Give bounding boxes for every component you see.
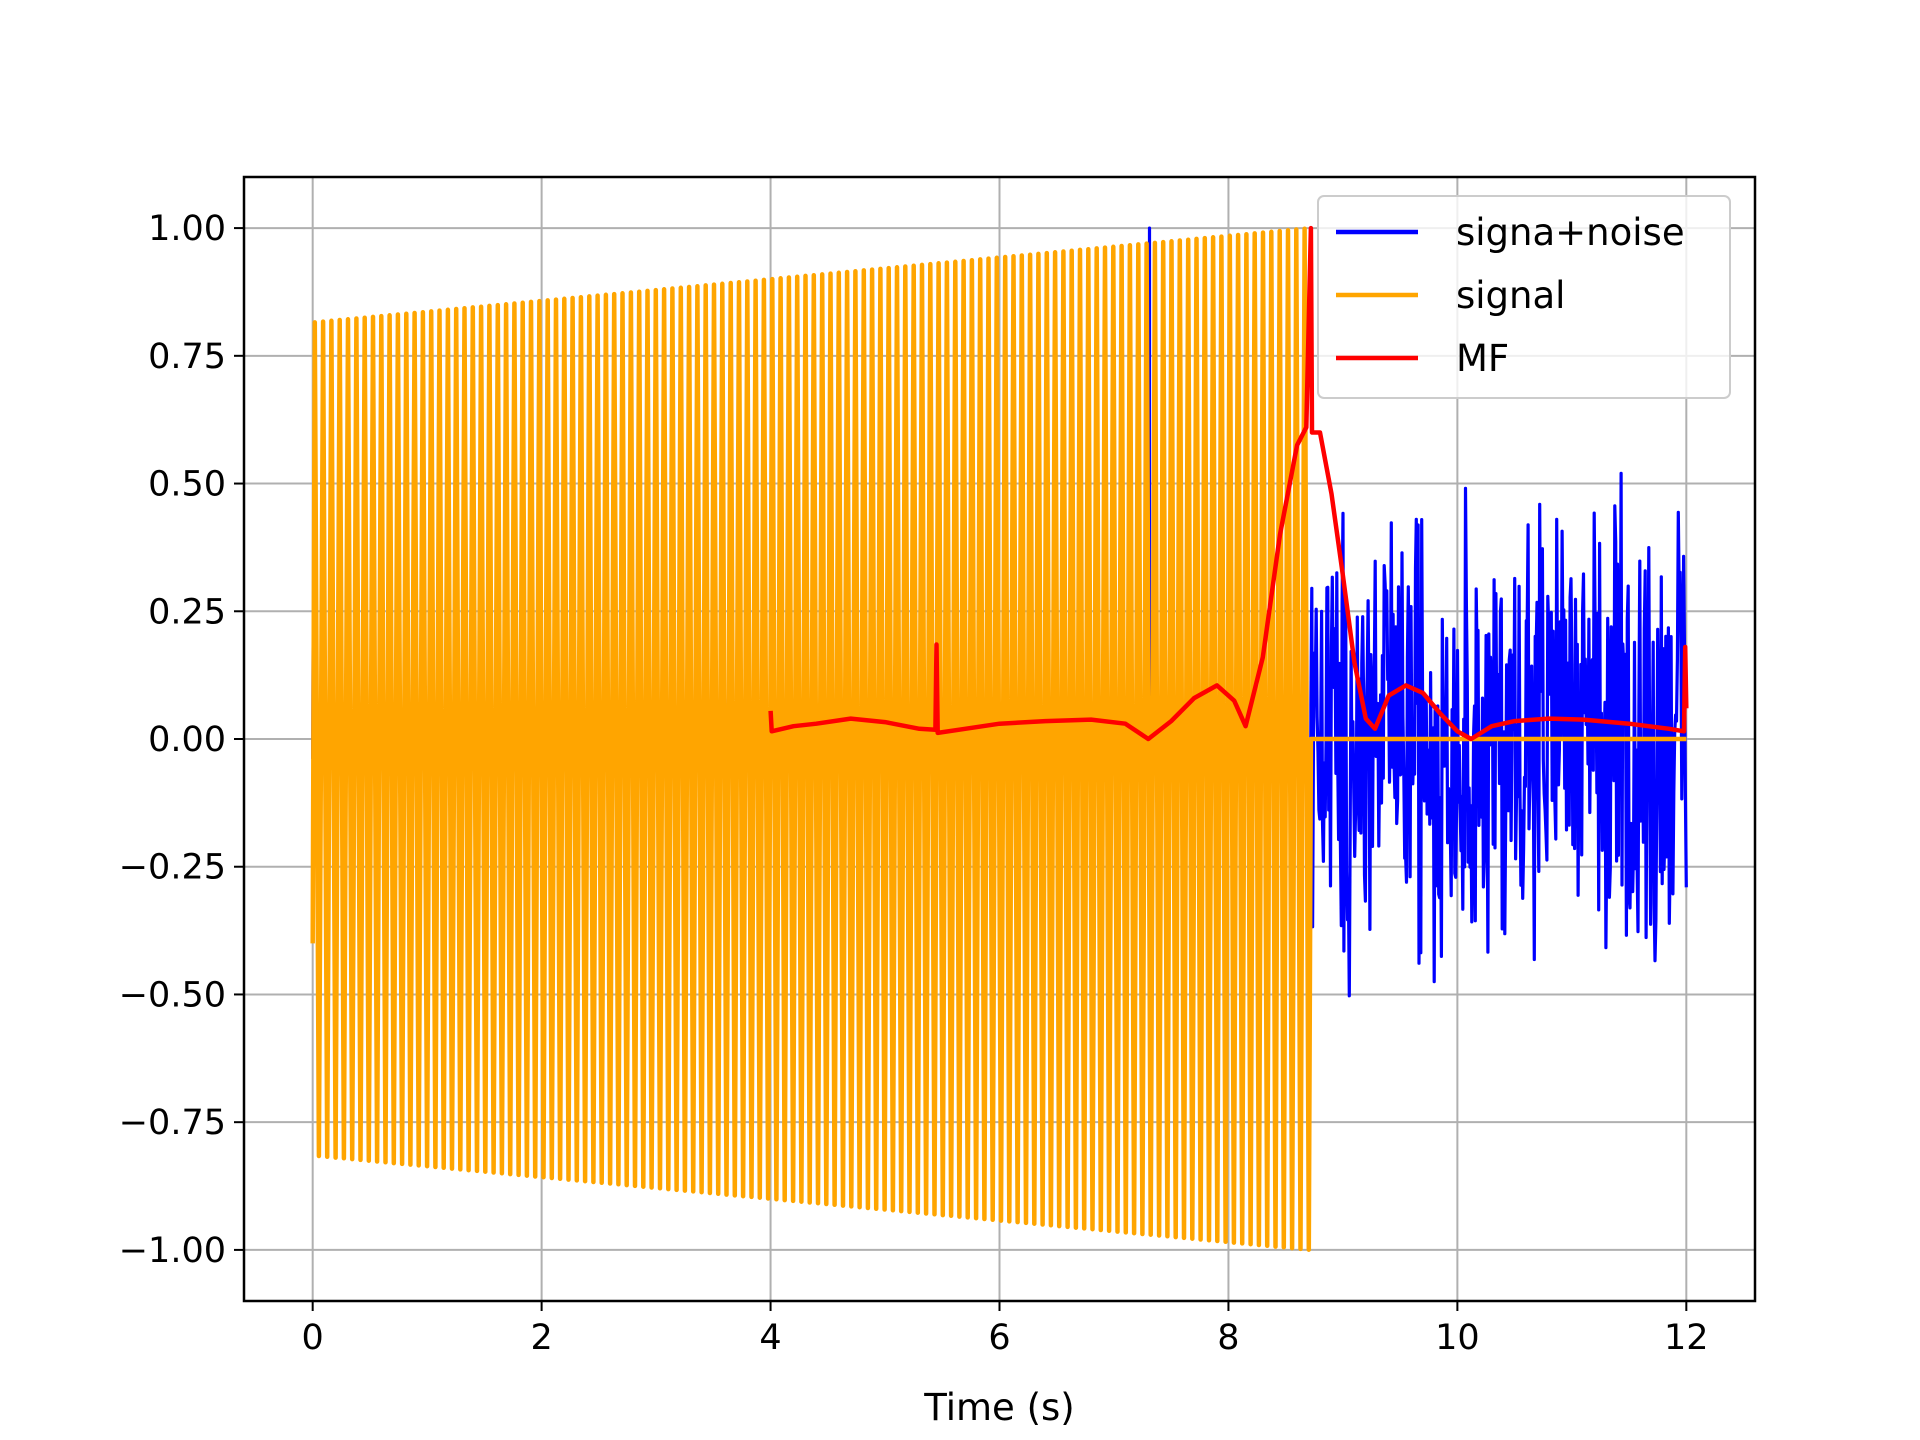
y-tick-label: −0.50 bbox=[119, 975, 226, 1015]
y-tick-label: −1.00 bbox=[119, 1231, 226, 1271]
legend-frame bbox=[1317, 195, 1731, 399]
legend-label: signa+noise bbox=[1456, 211, 1685, 254]
x-tick-label: 6 bbox=[988, 1318, 1010, 1358]
legend-label: signal bbox=[1456, 274, 1565, 317]
y-tick-label: 0.50 bbox=[148, 465, 226, 505]
series-signal-line bbox=[310, 226, 1687, 1252]
axis-ticks: 0 2 4 6 8 10 12 1.00 0.75 0.50 0.25 0.00 −0.25 −0.50 −… bbox=[119, 209, 1709, 1358]
y-tick-label: −0.25 bbox=[119, 848, 226, 888]
y-tick-label: −0.75 bbox=[119, 1103, 226, 1143]
y-tick-label: 1.00 bbox=[148, 209, 226, 249]
y-tick-label: 0.75 bbox=[148, 337, 226, 377]
x-tick-label: 8 bbox=[1217, 1318, 1239, 1358]
plot-data bbox=[310, 225, 1689, 1252]
x-axis-label: Time (s) bbox=[923, 1386, 1074, 1429]
legend: signa+noise signal MF bbox=[1317, 195, 1731, 399]
x-tick-label: 0 bbox=[302, 1318, 324, 1358]
x-tick-label: 4 bbox=[759, 1318, 781, 1358]
legend-label: MF bbox=[1456, 337, 1509, 380]
x-tick-label: 2 bbox=[530, 1318, 552, 1358]
series-mf-line bbox=[768, 225, 1689, 742]
y-tick-label: 0.25 bbox=[148, 592, 226, 632]
x-tick-label: 10 bbox=[1435, 1318, 1480, 1358]
y-tick-label: 0.00 bbox=[148, 720, 226, 760]
x-tick-label: 12 bbox=[1664, 1318, 1709, 1358]
